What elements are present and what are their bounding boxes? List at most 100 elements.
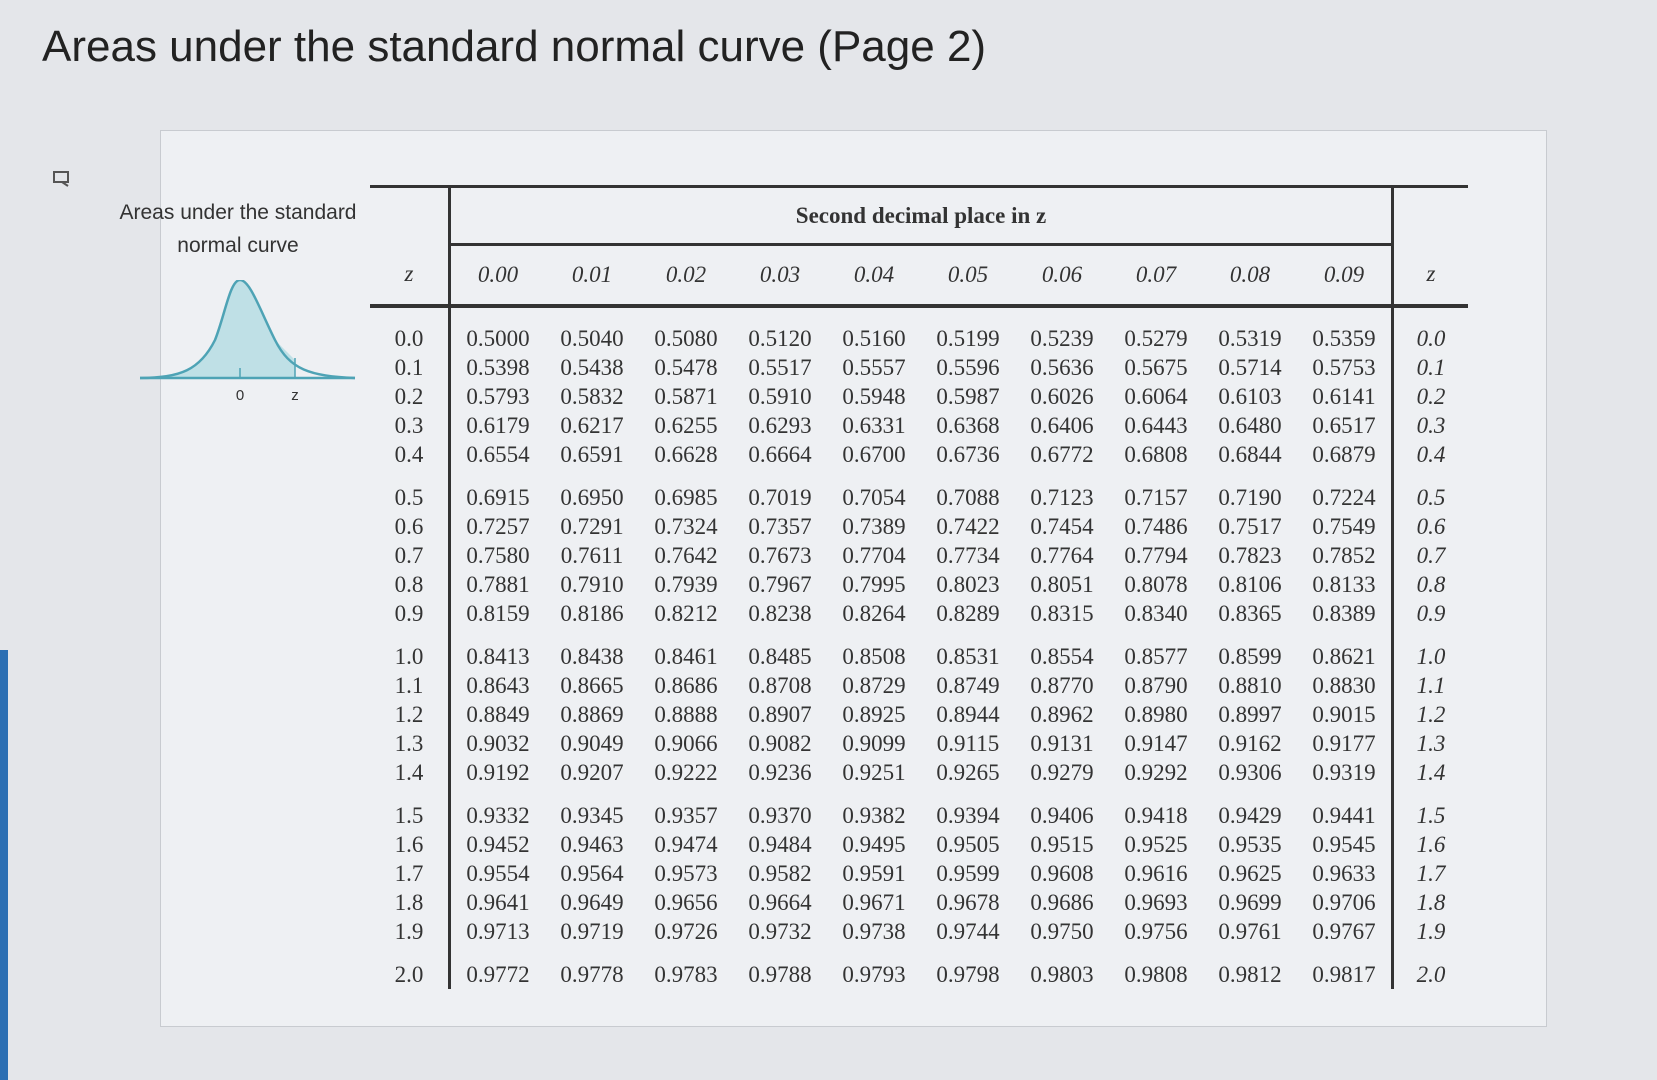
column-header: 0.05 [921,244,1015,308]
area-value: 0.9793 [842,961,906,987]
area-value: 0.8461 [654,643,718,669]
area-value: 0.9817 [1312,961,1376,987]
area-value: 0.8186 [560,600,624,626]
z-value: 1.5 [370,787,451,830]
z-value: 0.5 [370,469,451,512]
area-value: 0.8944 [936,701,1000,727]
area-value: 0.6141 [1312,383,1376,409]
area-value: 0.9726 [654,918,718,944]
area-value: 0.7486 [1124,513,1188,539]
table-row: 0.3 0.6179 0.6217 0.6255 0.6293 0.6331 0.6368 0… [370,411,1468,440]
z-value: 0.9 [370,599,451,628]
area-value: 0.9625 [1218,860,1282,886]
area-value: 0.7852 [1312,542,1376,568]
area-value: 0.9357 [654,802,718,828]
column-header: 0.02 [639,244,733,308]
z-value: 0.0 [1391,306,1468,353]
normal-curve-figure: 0 z [140,280,356,404]
area-value: 0.8907 [748,701,812,727]
area-value: 0.6517 [1312,412,1376,438]
z-value: 1.1 [1391,671,1468,700]
area-value: 0.5359 [1312,325,1376,351]
z-value: 1.0 [370,628,451,671]
figure-caption: Areas under the standard normal curve [119,201,357,257]
area-value: 0.9066 [654,730,718,756]
axis-label: 0 [236,387,244,404]
column-header: 0.04 [827,244,921,308]
area-value: 0.5596 [936,354,1000,380]
z-value: 0.6 [1391,512,1468,541]
area-value: 0.9251 [842,759,906,785]
area-value: 0.5948 [842,383,906,409]
table-row: 0.2 0.5793 0.5832 0.5871 0.5910 0.5948 0.5987 0… [370,382,1468,411]
area-value: 0.7157 [1124,484,1188,510]
column-header: 0.07 [1109,244,1203,308]
table-row: 0.8 0.7881 0.7910 0.7939 0.7967 0.7995 0.8023 0… [370,570,1468,599]
area-value: 0.7257 [466,513,530,539]
axis-label: z [291,387,299,404]
table-row: 1.3 0.9032 0.9049 0.9066 0.9082 0.9099 0.9115 0… [370,729,1468,758]
area-value: 0.7324 [654,513,718,539]
area-value: 0.8621 [1312,643,1376,669]
area-value: 0.5040 [560,325,624,351]
area-value: 0.8643 [466,672,530,698]
area-value: 0.9761 [1218,918,1282,944]
area-value: 0.6293 [748,412,812,438]
area-value: 0.9345 [560,802,624,828]
area-value: 0.9732 [748,918,812,944]
z-value: 1.9 [370,917,451,946]
area-value: 0.8729 [842,672,906,698]
area-value: 0.5871 [654,383,718,409]
table-row: 0.1 0.5398 0.5438 0.5478 0.5517 0.5557 0.5596 0… [370,353,1468,382]
area-value: 0.5279 [1124,325,1188,351]
area-value: 0.7224 [1312,484,1376,510]
table-row: 1.5 0.9332 0.9345 0.9357 0.9370 0.9382 0.9394 0… [370,787,1468,830]
area-value: 0.8485 [748,643,812,669]
area-value: 0.6064 [1124,383,1188,409]
area-value: 0.6103 [1218,383,1282,409]
z-value: 1.7 [1391,859,1468,888]
area-value: 0.6985 [654,484,718,510]
area-value: 0.8686 [654,672,718,698]
z-value: 0.1 [1391,353,1468,382]
area-value: 0.5160 [842,325,906,351]
area-value: 0.6026 [1030,383,1094,409]
z-value: 0.4 [1391,440,1468,469]
area-value: 0.9641 [466,889,530,915]
area-value: 0.8212 [654,600,718,626]
z-value: 0.3 [370,411,451,440]
z-value: 0.2 [370,382,451,411]
area-value: 0.7357 [748,513,812,539]
area-value: 0.8106 [1218,571,1282,597]
area-value: 0.9788 [748,961,812,987]
area-value: 0.9332 [466,802,530,828]
area-value: 0.5987 [936,383,1000,409]
area-value: 0.9429 [1218,802,1282,828]
area-value: 0.7291 [560,513,624,539]
area-value: 0.9099 [842,730,906,756]
z-value: 0.3 [1391,411,1468,440]
z-value: 0.7 [1391,541,1468,570]
table-row: 1.6 0.9452 0.9463 0.9474 0.9484 0.9495 0.9505 0… [370,830,1468,859]
table-row: 1.1 0.8643 0.8665 0.8686 0.8708 0.8729 0.8749 0… [370,671,1468,700]
area-value: 0.8078 [1124,571,1188,597]
area-value: 0.8289 [936,600,1000,626]
expand-icon[interactable] [52,170,74,188]
z-value: 1.7 [370,859,451,888]
z-value: 1.9 [1391,917,1468,946]
area-value: 0.6844 [1218,441,1282,467]
area-value: 0.8023 [936,571,1000,597]
area-value: 0.7704 [842,542,906,568]
area-value: 0.6217 [560,412,624,438]
area-value: 0.9222 [654,759,718,785]
area-value: 0.9131 [1030,730,1094,756]
area-value: 0.6628 [654,441,718,467]
area-value: 0.6443 [1124,412,1188,438]
area-value: 0.5636 [1030,354,1094,380]
column-header: z [1391,244,1468,308]
area-value: 0.6179 [466,412,530,438]
table-row: 0.6 0.7257 0.7291 0.7324 0.7357 0.7389 0.7422 0… [370,512,1468,541]
area-value: 0.6879 [1312,441,1376,467]
area-value: 0.9713 [466,918,530,944]
z-value: 1.8 [370,888,451,917]
